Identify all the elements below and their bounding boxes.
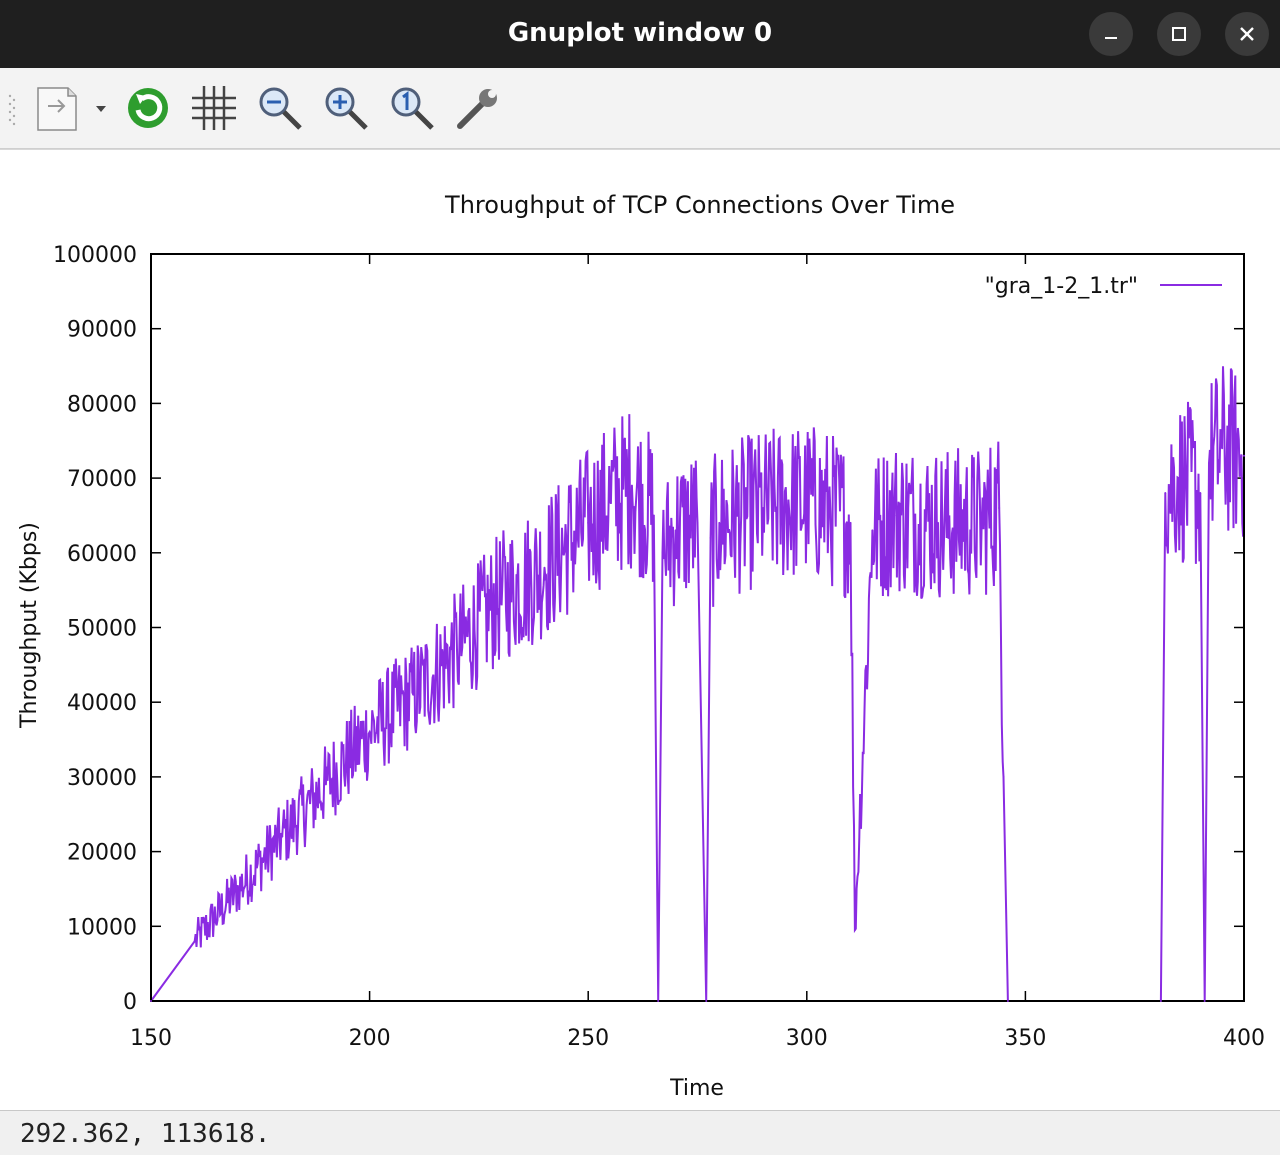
maximize-button[interactable] [1157,12,1201,56]
axis-ticks: 150 200 250 300 350 400 0 10000 20000 30000 40000 5… [53,243,1265,1051]
toolbar-grip-icon[interactable] [8,92,16,132]
x-tick-label: 350 [1004,1026,1046,1051]
data-point [587,521,590,524]
data-point [705,1000,708,1002]
minimize-button[interactable] [1089,12,1133,56]
data-point [661,551,664,554]
legend-label: "gra_1-2_1.tr" [985,274,1138,299]
y-tick-label: 20000 [67,841,137,866]
close-icon [1240,27,1254,41]
minimize-icon [1105,37,1117,39]
y-tick-label: 100000 [53,243,137,268]
data-point [871,529,874,532]
data-point [609,499,612,502]
settings-button[interactable] [450,80,506,136]
zoom-reset-icon [391,87,434,130]
data-point [936,521,939,524]
data-point [827,506,830,509]
window-title: Gnuplot window 0 [507,18,773,48]
data-point [1177,477,1180,480]
data-point [762,506,765,509]
toolbar [0,68,1280,149]
y-axis-label: Throughput (Kbps) [17,522,42,729]
y-tick-label: 0 [123,990,137,1015]
plot-frame [150,253,1245,1002]
data-point [412,693,415,696]
x-axis-label: Time [669,1076,724,1101]
data-point [853,929,856,932]
close-button[interactable] [1225,12,1269,56]
unzoom-button[interactable] [384,80,440,136]
data-point [543,566,546,569]
data-point [696,521,699,524]
zoom-in-icon [325,87,368,130]
data-point [709,536,712,539]
export-document-icon [37,87,106,131]
y-tick-label: 70000 [67,467,137,492]
data-point [998,506,1001,509]
data-point [1002,775,1005,778]
data-point [368,731,371,734]
chart[interactable]: Throughput of TCP Connections Over Time … [0,150,1280,1111]
data-point [1208,462,1211,465]
y-tick-label: 50000 [67,617,137,642]
y-tick-label: 90000 [67,318,137,343]
data-point [1243,454,1245,457]
chart-title: Throughput of TCP Connections Over Time [444,191,955,219]
x-tick-label: 250 [567,1026,609,1051]
x-tick-label: 400 [1223,1026,1265,1051]
data-point [150,1000,152,1002]
data-point [805,499,808,502]
data-point [652,514,655,517]
y-tick-label: 40000 [67,691,137,716]
export-menu-button[interactable] [28,80,114,136]
data-point [657,1000,660,1002]
data-point [893,514,896,517]
data-point [193,940,196,943]
y-tick-label: 60000 [67,542,137,567]
y-tick-label: 30000 [67,766,137,791]
x-tick-label: 150 [130,1026,172,1051]
series-line [150,366,1245,1002]
grid-icon [192,86,236,130]
statusbar: 292.362, 113618. [0,1110,1280,1155]
zoom-out-button[interactable] [252,80,308,136]
data-point [324,783,327,786]
data-point [1164,492,1167,495]
data-point [1159,1000,1162,1002]
window-titlebar[interactable]: Gnuplot window 0 [0,0,1280,68]
refresh-icon [128,88,168,128]
cursor-coordinates: 292.362, 113618. [20,1119,271,1149]
plot-area[interactable]: Throughput of TCP Connections Over Time … [0,149,1280,1111]
data-point [630,484,633,487]
data-point [1006,1000,1009,1002]
x-tick-label: 200 [349,1026,391,1051]
data-point [980,521,983,524]
data-point [281,835,284,838]
y-tick-label: 80000 [67,392,137,417]
data-point [1221,447,1224,450]
data-point [1199,492,1202,495]
zoom-in-button[interactable] [318,80,374,136]
replot-button[interactable] [120,80,176,136]
maximize-icon [1172,27,1186,41]
zoom-out-icon [259,87,302,130]
data-point [718,521,721,524]
data-point [499,596,502,599]
data-point [849,521,852,524]
y-tick-label: 10000 [67,915,137,940]
data-point [456,648,459,651]
wrench-icon [457,89,497,129]
grid-button[interactable] [186,80,242,136]
data-point [237,887,240,890]
x-tick-label: 300 [786,1026,828,1051]
data-point [1203,1000,1206,1002]
data-point [674,529,677,532]
